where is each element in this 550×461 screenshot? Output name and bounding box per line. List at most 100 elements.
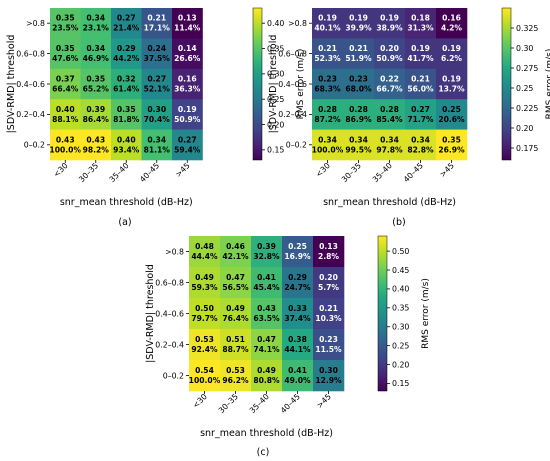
- cell-value-label: 0.27: [147, 75, 166, 84]
- cell-percentage-label: 79.7%: [191, 314, 218, 323]
- cell-percentage-label: 13.7%: [438, 85, 465, 94]
- cell-value-label: 0.43: [86, 135, 105, 144]
- heatmap-cell: [50, 129, 81, 161]
- heatmap-cell: [313, 298, 345, 330]
- heatmap-cell: [111, 99, 142, 130]
- x-tick-label: 40–45: [138, 161, 161, 184]
- colorbar-tick-label: 0.40: [267, 19, 284, 28]
- colorbar-tick-label: 0.15: [267, 146, 284, 155]
- heatmap-cell: [343, 129, 375, 161]
- heatmap-cell: [312, 99, 344, 130]
- cell-value-label: 0.20: [380, 44, 399, 53]
- heatmap-cell: [374, 129, 406, 161]
- colorbar-tick-label: 0.25: [392, 341, 409, 350]
- cell-value-label: 0.19: [380, 14, 399, 23]
- cell-percentage-label: 11.5%: [315, 345, 342, 354]
- heatmap-cell: [405, 68, 437, 100]
- colorbar-tick-label: 0.25: [267, 95, 284, 104]
- cell-percentage-label: 96.2%: [222, 376, 249, 385]
- cell-percentage-label: 41.7%: [407, 54, 434, 63]
- y-tick-label: 0–0.2: [163, 371, 184, 380]
- y-tick-label: 0.4–0.6: [278, 80, 307, 89]
- cell-percentage-label: 56.5%: [222, 283, 249, 292]
- heatmap-cell: [343, 8, 375, 39]
- cell-value-label: 0.27: [411, 105, 430, 114]
- cell-percentage-label: 42.1%: [222, 252, 249, 261]
- colorbar-tick-label: 0.40: [392, 285, 409, 294]
- cell-percentage-label: 99.5%: [345, 145, 372, 154]
- cell-percentage-label: 66.7%: [376, 85, 403, 94]
- cell-value-label: 0.16: [442, 14, 461, 23]
- cell-value-label: 0.48: [195, 242, 214, 251]
- heatmap-cell: [80, 8, 112, 39]
- cell-percentage-label: 39.9%: [345, 24, 372, 33]
- cell-value-label: 0.27: [178, 135, 197, 144]
- heatmap-cell: [343, 68, 375, 100]
- heatmap-cell: [251, 298, 283, 330]
- colorbar-tick-label: 0.15: [392, 379, 409, 388]
- heatmap-cell: [189, 298, 221, 330]
- cell-value-label: 0.34: [86, 14, 105, 23]
- cell-value-label: 0.47: [257, 335, 276, 344]
- cell-value-label: 0.19: [442, 75, 461, 84]
- heatmap-cell: [282, 267, 314, 299]
- cell-percentage-label: 97.8%: [376, 145, 403, 154]
- cell-value-label: 0.35: [442, 135, 461, 144]
- heatmap-cell: [374, 99, 406, 130]
- cell-percentage-label: 23.5%: [52, 24, 79, 33]
- cell-percentage-label: 66.4%: [52, 85, 79, 94]
- cell-percentage-label: 21.4%: [113, 24, 140, 33]
- cell-value-label: 0.47: [226, 273, 245, 282]
- heatmap-cell: [436, 68, 468, 100]
- cell-percentage-label: 85.4%: [376, 115, 403, 124]
- y-axis-label: |SDV-RMD| threshold: [6, 35, 17, 134]
- y-tick-label: 0–0.2: [24, 141, 45, 150]
- heatmap-panel-2: 0.1940.1%0.1939.9%0.1938.9%0.1831.3%0.16…: [268, 7, 550, 228]
- cell-percentage-label: 68.0%: [345, 85, 372, 94]
- heatmap-cell: [251, 267, 283, 299]
- cell-percentage-label: 2.8%: [318, 252, 339, 261]
- cell-value-label: 0.34: [411, 135, 430, 144]
- heatmap-cell: [405, 38, 437, 70]
- cell-percentage-label: 10.3%: [315, 314, 342, 323]
- cell-value-label: 0.22: [380, 75, 399, 84]
- cell-percentage-label: 56.0%: [407, 85, 434, 94]
- cell-percentage-label: 71.7%: [407, 115, 434, 124]
- heatmap-cell: [111, 129, 142, 161]
- x-axis-label: snr_mean threshold (dB-Hz): [200, 428, 333, 439]
- cell-value-label: 0.39: [257, 242, 276, 251]
- cell-value-label: 0.53: [226, 366, 245, 375]
- cell-percentage-label: 45.4%: [253, 283, 280, 292]
- heatmap-cell: [374, 68, 406, 100]
- heatmap-cell: [436, 8, 468, 39]
- y-tick-label: 0.2–0.4: [16, 110, 45, 119]
- cell-percentage-label: 26.9%: [438, 145, 465, 154]
- colorbar-tick-label: 0.325: [516, 24, 538, 33]
- cell-value-label: 0.21: [349, 44, 368, 53]
- y-tick-label: >0.8: [26, 19, 45, 28]
- cell-value-label: 0.35: [86, 75, 105, 84]
- cell-percentage-label: 4.2%: [441, 24, 462, 33]
- x-axis-label: snr_mean threshold (dB-Hz): [323, 197, 456, 208]
- cell-percentage-label: 12.9%: [315, 376, 342, 385]
- heatmap-cell: [141, 99, 173, 130]
- heatmap-cell: [80, 99, 112, 130]
- heatmap-cell: [220, 360, 252, 392]
- heatmap-cell: [172, 99, 203, 130]
- panel-caption: (b): [392, 217, 405, 228]
- cell-percentage-label: 31.3%: [407, 24, 434, 33]
- cell-percentage-label: 46.9%: [83, 54, 110, 63]
- heatmap-cell: [374, 8, 406, 39]
- cell-value-label: 0.41: [257, 273, 276, 282]
- colorbar-tick-label: 0.30: [392, 323, 409, 332]
- cell-value-label: 0.19: [349, 14, 368, 23]
- heatmap-cell: [251, 329, 283, 361]
- heatmap-cell: [251, 236, 283, 268]
- colorbar-tick-label: 0.35: [267, 44, 284, 53]
- cell-value-label: 0.25: [442, 105, 461, 114]
- heatmap-cell: [282, 329, 314, 361]
- cell-percentage-label: 88.7%: [222, 345, 249, 354]
- heatmap-cell: [405, 129, 437, 161]
- cell-percentage-label: 23.1%: [83, 24, 110, 33]
